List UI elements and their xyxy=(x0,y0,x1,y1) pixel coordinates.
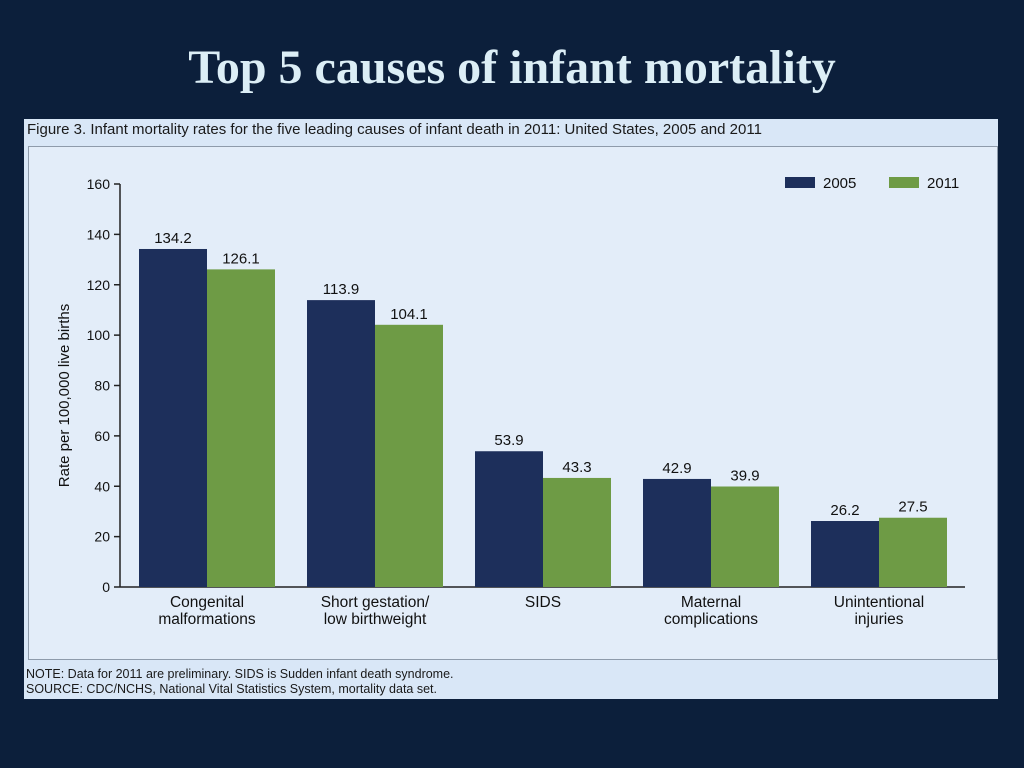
y-tick-label: 160 xyxy=(87,176,111,192)
data-label-2011: 27.5 xyxy=(898,499,927,516)
y-tick-label: 100 xyxy=(87,327,111,343)
bar-2005 xyxy=(811,521,879,587)
y-tick-label: 60 xyxy=(94,428,110,444)
bar-2005 xyxy=(307,300,375,587)
figure-panel: Figure 3. Infant mortality rates for the… xyxy=(24,119,998,699)
y-tick-label: 20 xyxy=(94,529,110,545)
y-tick-label: 40 xyxy=(94,478,110,494)
data-label-2005: 26.2 xyxy=(830,502,859,519)
plot-frame: 0 20 40 60 80 100 120 140 160 Rate per 100,000 li… xyxy=(28,146,998,660)
legend-label-2005: 2005 xyxy=(823,175,856,192)
data-label-2011: 43.3 xyxy=(562,459,591,476)
legend-swatch-2011 xyxy=(889,177,919,188)
data-label-2005: 134.2 xyxy=(154,230,192,247)
y-tick-label: 80 xyxy=(94,378,110,394)
category-label: complications xyxy=(664,611,758,628)
data-label-2011: 39.9 xyxy=(730,468,759,485)
bar-2005 xyxy=(139,248,207,587)
data-label-2005: 53.9 xyxy=(494,432,523,449)
bar-2011 xyxy=(375,324,443,587)
category-label: SIDS xyxy=(525,594,561,611)
slide-title: Top 5 causes of infant mortality xyxy=(188,41,836,94)
bar-2005 xyxy=(475,451,543,587)
category-label: Maternal xyxy=(681,594,741,611)
data-label-2011: 104.1 xyxy=(390,306,428,323)
data-label-2005: 113.9 xyxy=(323,281,359,298)
bar-2011 xyxy=(207,269,275,587)
y-tick-label: 120 xyxy=(87,277,111,293)
figure-caption: Figure 3. Infant mortality rates for the… xyxy=(27,121,762,138)
bar-2005 xyxy=(643,478,711,587)
category-label: Short gestation/ xyxy=(321,594,430,611)
bar-chart: 0 20 40 60 80 100 120 140 160 Rate per 100,000 li… xyxy=(56,175,965,628)
legend-label-2011: 2011 xyxy=(927,175,959,192)
category-label: Congenital xyxy=(170,594,244,611)
source-text: SOURCE: CDC/NCHS, National Vital Statist… xyxy=(26,682,437,696)
category-label: low birthweight xyxy=(324,611,427,628)
y-axis-title: Rate per 100,000 live births xyxy=(56,304,73,487)
category-label: injuries xyxy=(854,611,903,628)
data-label-2005: 42.9 xyxy=(662,460,691,477)
bar-2011 xyxy=(711,486,779,587)
y-tick-label: 140 xyxy=(87,226,111,242)
legend-swatch-2005 xyxy=(785,177,815,188)
y-tick-label: 0 xyxy=(102,579,110,595)
data-label-2011: 126.1 xyxy=(222,250,260,267)
bar-2011 xyxy=(879,517,947,587)
note-text: NOTE: Data for 2011 are preliminary. SID… xyxy=(26,667,454,681)
bar-2011 xyxy=(543,477,611,587)
category-label: malformations xyxy=(158,611,256,628)
category-label: Unintentional xyxy=(834,594,924,611)
